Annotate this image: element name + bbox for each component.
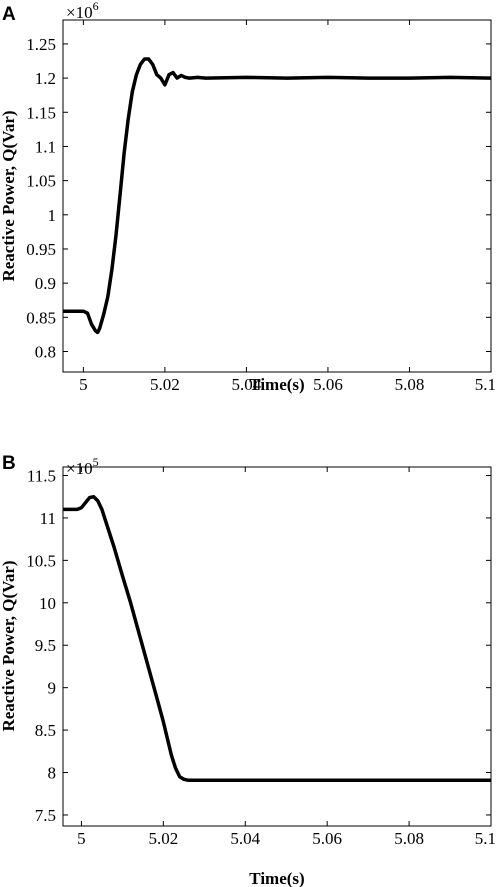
x-tick-label: 5.08 (395, 375, 425, 394)
series-line-0 (63, 57, 492, 335)
y-tick-label: 9.5 (35, 636, 56, 655)
plot-frame (62, 19, 492, 373)
y-tick-label: 11 (40, 509, 56, 528)
x-tick-label: 5.04 (232, 375, 262, 394)
x-tick-label: 5.02 (148, 829, 178, 848)
y-tick-label: 0.9 (35, 274, 56, 293)
x-axis-label: Time(s) (249, 375, 304, 394)
y-tick-label: 1.1 (35, 137, 56, 156)
y-axis-multiplier: ×106 (66, 0, 99, 22)
y-tick-label: 1 (48, 206, 57, 225)
y-tick-label: 0.85 (26, 308, 56, 327)
panel-letter: A (2, 4, 16, 25)
y-tick-label: 11.5 (27, 466, 56, 485)
y-tick-label: 7.5 (35, 806, 56, 825)
y-tick-label: 10 (39, 594, 56, 613)
y-axis-label: Reactive Power, Q(Var) (0, 110, 18, 281)
y-tick-label: 1.15 (26, 103, 56, 122)
x-tick-label: 5.1 (475, 375, 496, 394)
x-tick-label: 5.06 (313, 375, 343, 394)
y-tick-label: 8.5 (35, 721, 56, 740)
x-tick-label: 5.04 (230, 829, 260, 848)
panel-letter: B (2, 453, 16, 474)
y-tick-label: 1.05 (26, 172, 56, 191)
y-axis-label: Reactive Power, Q(Var) (0, 560, 18, 731)
multiplier-base: ×10 (66, 459, 93, 478)
series-line-0 (63, 494, 491, 782)
x-tick-label: 5.06 (312, 829, 342, 848)
multiplier-exponent: 5 (93, 455, 99, 469)
x-tick-label: 5.02 (150, 375, 180, 394)
x-tick-label: 5 (79, 375, 88, 394)
chart-panel-b: B 5 5.02 5.04 5.06 5.08 5.1 7.5 8 8.5 9 9.5 10 10.5 11… (0, 453, 496, 887)
y-tick-label: 0.95 (26, 240, 56, 259)
y-tick-label: 9 (48, 679, 57, 698)
x-tick-label: 5.1 (475, 829, 496, 848)
plot-frame (62, 466, 492, 827)
x-axis-label: Time(s) (249, 869, 304, 887)
y-tick-label: 1.25 (26, 35, 56, 54)
y-tick-label: 10.5 (26, 551, 56, 570)
x-tick-label: 5.08 (394, 829, 424, 848)
x-tick-label: 5 (77, 829, 86, 848)
multiplier-base: ×10 (66, 3, 93, 22)
chart-panel-a: A 5 5.02 5.04 5.06 5.08 5.1 0.8 0.85 0.9 0.95 1 1.05… (0, 0, 496, 394)
y-tick-label: 1.2 (35, 69, 56, 88)
y-tick-label: 8 (48, 764, 57, 783)
multiplier-exponent: 6 (93, 0, 99, 13)
y-axis-multiplier: ×105 (66, 455, 99, 478)
y-tick-label: 0.8 (35, 342, 56, 361)
